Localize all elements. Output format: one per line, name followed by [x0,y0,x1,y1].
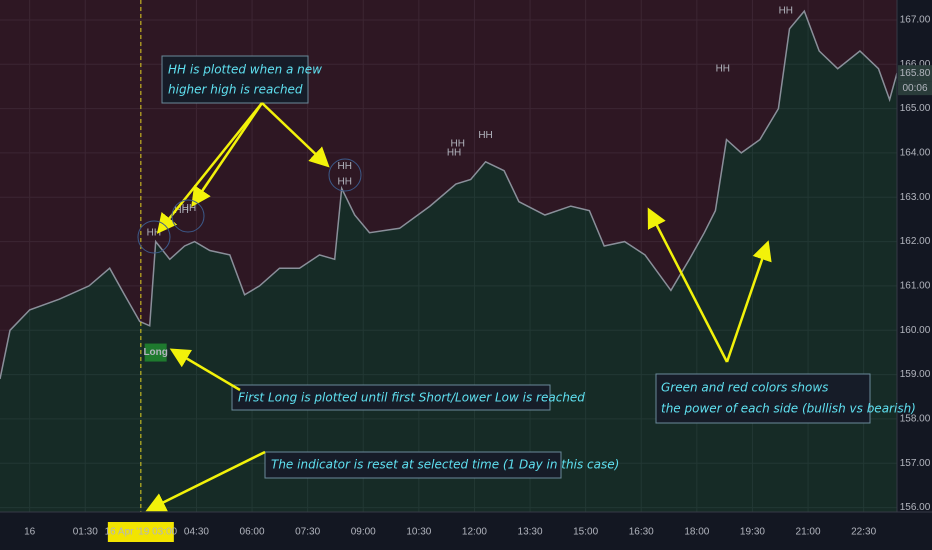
x-tick-label: 19:30 [740,527,765,538]
note: The indicator is reset at selected time … [271,458,619,472]
highlight-circle [137,220,171,254]
y-tick-label: 158.00 [900,414,931,425]
crosshair-label: 16 Apr '19 03:00 [105,527,178,538]
hh-label: HH [337,176,351,187]
annotations: HH is plotted when a new higher high is … [137,55,916,512]
hh-label: HH [174,205,188,216]
arrow [169,348,241,392]
y-tick-label: 166.00 [900,59,931,70]
x-tick-label: 04:30 [184,527,209,538]
x-tick-label: 18:00 [684,527,709,538]
highlight-circle [171,199,205,233]
hh-label: HH [147,227,161,238]
x-tick-label: 12:00 [462,527,487,538]
hh-label: HH [451,139,465,150]
plot-background [0,0,897,512]
x-tick-label: 10:30 [406,527,431,538]
y-tick-label: 162.00 [900,236,931,247]
hh-label: HH [337,161,351,172]
highlight-circle [328,158,362,192]
note: First Long is plotted until first Short/… [238,391,585,405]
countdown: 00:06 [902,83,927,94]
hh-label: HH [716,63,730,74]
x-tick-label: 13:30 [518,527,543,538]
last-price-bg [898,65,932,82]
hh-label: HH [779,6,793,17]
long-signal [144,343,167,362]
hh-label: HH [478,130,492,141]
y-tick-label: 159.00 [900,369,931,380]
axes: 156.00 157.00 158.00 159.00 160.00 161.00 162.… [24,15,932,542]
x-tick-label: 15:00 [573,527,598,538]
y-tick-label: 157.00 [900,458,931,469]
arrow [725,240,772,363]
y-tick-label: 163.00 [900,192,931,203]
x-tick-label: 22:30 [851,527,876,538]
y-tick-label: 160.00 [900,325,931,336]
note: the power of each side (bullish vs beari… [661,402,916,416]
note-box [655,373,871,424]
y-tick-label: 161.00 [900,281,931,292]
hh-label: HH [447,148,461,159]
y-tick-label: 156.00 [900,502,931,513]
x-tick-label: 16 [24,527,36,538]
note: Green and red colors shows [661,381,828,395]
last-price-label: 165.80 [900,68,931,79]
long-label: Long [143,347,167,358]
arrow [647,207,729,363]
note: HH is plotted when a new [168,63,322,77]
note: higher high is reached [168,83,303,97]
hh-label: HH [182,203,196,214]
x-tick-label: 21:00 [796,527,821,538]
arrow [191,102,264,208]
y-tick-label: 164.00 [900,148,931,159]
countdown-bg [898,81,932,96]
crosshair-label-bg [107,522,174,542]
y-tick-label: 165.00 [900,103,931,114]
note-box [161,55,309,104]
x-tick-label: 16:30 [629,527,654,538]
arrow [156,102,263,234]
x-tick-label: 06:00 [240,527,265,538]
x-tick-label: 01:30 [73,527,98,538]
note-box [231,384,551,411]
x-tick-label: 09:00 [351,527,376,538]
arrow [145,450,266,512]
y-tick-label: 167.00 [900,15,931,26]
note-box [264,451,562,479]
x-tick-label: 07:30 [295,527,320,538]
arrow [261,102,330,168]
price-line [0,9,898,380]
